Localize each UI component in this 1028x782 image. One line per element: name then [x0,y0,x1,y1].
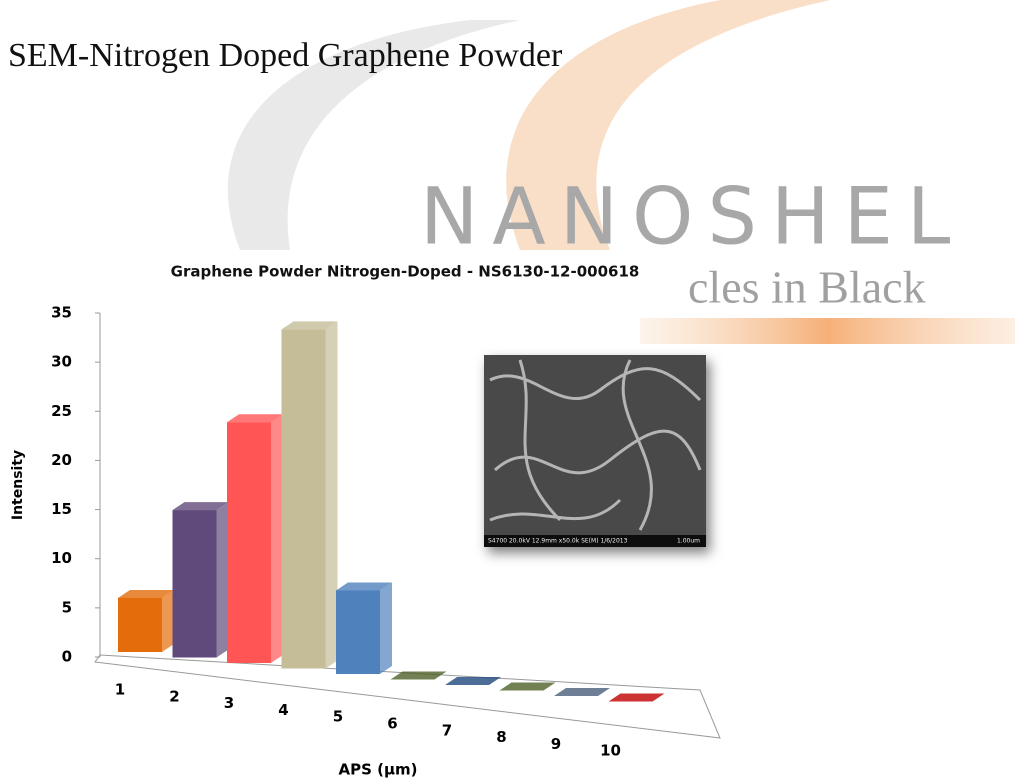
x-tick-label: 9 [551,735,561,753]
x-tick-label: 4 [278,701,288,719]
x-tick-label: 7 [442,721,452,739]
sem-background [484,355,706,547]
bar [227,422,271,663]
x-tick-label: 3 [224,694,234,712]
bar [173,510,217,657]
y-tick-label: 25 [51,402,72,420]
sem-caption: S4700 20.0kV 12.9mm x50.0k SE(M) 1/6/201… [488,538,628,545]
y-tick-label: 35 [51,304,72,322]
y-axis-label: Intensity [10,450,26,520]
x-tick-label: 10 [600,742,621,760]
x-tick-label: 6 [387,715,397,733]
bar [336,590,380,674]
y-tick-label: 20 [51,451,72,469]
bar [282,329,326,668]
x-tick-label: 1 [115,681,125,699]
sem-scale: 1.00um [677,538,700,545]
y-tick-label: 15 [51,500,72,518]
x-tick-label: 2 [169,687,179,705]
y-tick-label: 0 [62,648,72,666]
sem-image [484,355,706,547]
page-title: SEM-Nitrogen Doped Graphene Powder [8,37,563,74]
logo-tagline: cles in Black [688,262,926,313]
logo-bar [640,318,1015,344]
bar [118,598,162,652]
bar-side [271,414,283,663]
x-tick-label: 8 [496,728,506,746]
y-tick-label: 5 [62,598,72,616]
bar-side [162,590,174,652]
bar-side [217,502,229,657]
y-tick-label: 10 [51,549,72,567]
bar-side [380,582,392,674]
page: NANOSHEL cles in Black SEM-Nitrogen Dope… [0,0,1028,782]
x-tick-label: 5 [333,708,343,726]
x-axis-label: APS (µm) [338,761,417,779]
chart: NANOSHEL cles in Black SEM-Nitrogen Dope… [0,0,1028,782]
logo-text: NANOSHEL [420,172,964,262]
y-tick-label: 30 [51,353,72,371]
chart-title: Graphene Powder Nitrogen-Doped - NS6130-… [171,263,640,281]
bar-side [326,321,338,668]
